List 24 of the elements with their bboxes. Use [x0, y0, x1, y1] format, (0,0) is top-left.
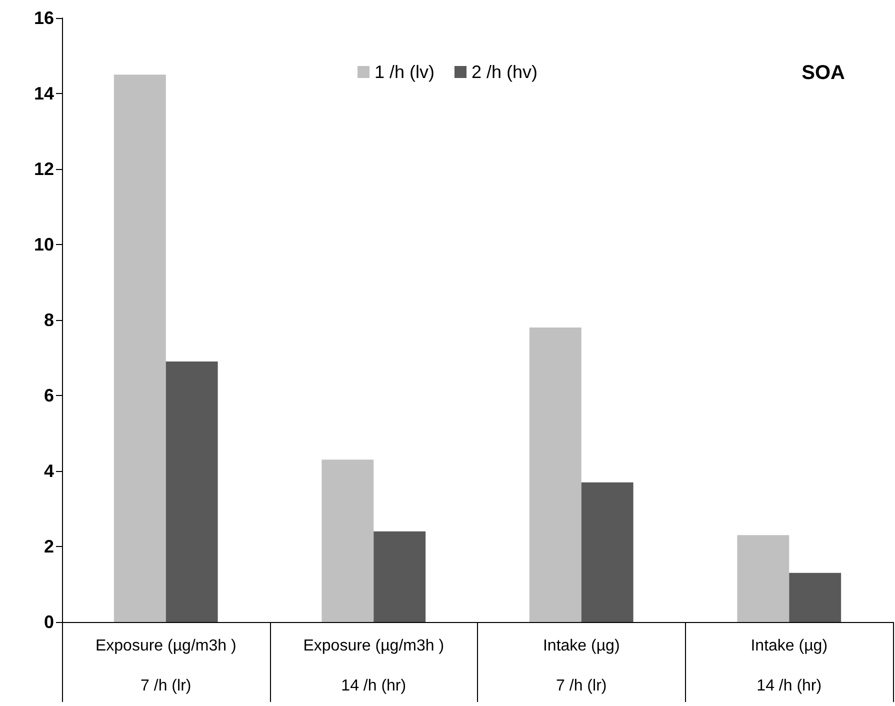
text: SOA — [802, 62, 846, 84]
y-tick-label: 16 — [34, 8, 54, 28]
legend-label: 1 /h (lv) — [374, 62, 434, 82]
y-tick-label: 0 — [44, 612, 54, 632]
category-label: Intake (µg) 14 /h (hr) — [750, 638, 828, 694]
category-label: Intake (µg) 7 /h (lr) — [542, 638, 620, 694]
y-tick-label: 10 — [34, 234, 54, 254]
bar — [322, 460, 374, 622]
bar — [789, 572, 842, 622]
bar — [114, 74, 166, 622]
y-tick-label: 4 — [44, 461, 54, 481]
y-tick-label: 6 — [44, 386, 54, 406]
bar — [374, 531, 426, 622]
y-tick-label: 14 — [34, 84, 54, 104]
bar — [737, 535, 790, 622]
y-tick-label: 2 — [44, 536, 54, 556]
category-label: Exposure (µg/m3h ) 7 /h (lr) — [95, 638, 236, 694]
bar — [166, 362, 218, 622]
y-tick-label: 12 — [34, 159, 54, 179]
y-tick-label: 8 — [44, 310, 54, 330]
bar — [581, 482, 634, 622]
legend-label: 2 /h (hv) — [471, 62, 538, 82]
category-label: Exposure (µg/m3h ) 14 /h (hr) — [303, 638, 444, 694]
bar — [529, 328, 582, 622]
